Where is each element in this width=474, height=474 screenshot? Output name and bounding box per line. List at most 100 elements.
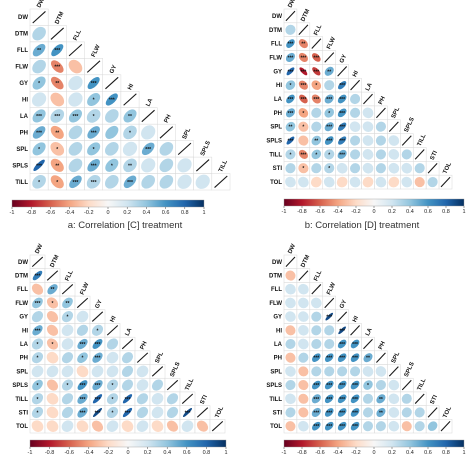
correlation-ellipse [363, 380, 373, 390]
significance-label: *** [80, 410, 86, 416]
column-label: TOL [443, 406, 454, 420]
significance-label: * [82, 356, 84, 362]
correlation-ellipse [311, 121, 322, 132]
correlation-ellipse [324, 353, 334, 363]
correlation-ellipse [414, 421, 425, 432]
row-label: SPL [16, 147, 28, 153]
significance-label: * [302, 111, 304, 117]
diagonal-mark [106, 325, 119, 336]
significance-label: *** [145, 147, 151, 153]
diagonal-mark [427, 163, 438, 174]
correlation-panel-3: DWDTMFLLFLWGYHILAPHSPLSPLSTILLSTITOLDWDT… [12, 243, 227, 456]
colorbar-tick-label: 0.4 [406, 209, 414, 215]
diagonal-mark [388, 121, 399, 132]
correlation-ellipse [31, 92, 47, 107]
correlation-ellipse [350, 394, 360, 404]
correlation-ellipse [122, 407, 133, 418]
correlation-ellipse [286, 136, 295, 145]
significance-label: *** [95, 410, 101, 416]
correlation-ellipse [312, 67, 321, 76]
significance-label: * [97, 328, 99, 334]
significance-label: *** [326, 356, 332, 362]
correlation-ellipse [338, 136, 347, 145]
correlation-ellipse [298, 420, 309, 432]
correlation-ellipse [285, 380, 296, 391]
colorbar-tick-label: -0.4 [84, 450, 93, 456]
correlation-ellipse [311, 163, 322, 174]
diagonal-mark [401, 379, 412, 391]
significance-label: *** [300, 55, 306, 61]
correlation-ellipse [136, 365, 149, 378]
correlation-ellipse [31, 406, 44, 419]
significance-label: * [112, 383, 114, 389]
colorbar-tick-label: 0.4 [406, 450, 414, 456]
column-label: SPLS [404, 117, 416, 134]
column-label: DTM [55, 11, 66, 25]
row-label: LA [274, 97, 283, 103]
correlation-ellipse [166, 420, 179, 432]
correlation-ellipse [141, 158, 156, 173]
colorbar-tick-label: 0.2 [388, 209, 396, 215]
colorbar-tick-label: -0.6 [46, 210, 55, 216]
column-label: TILL [417, 377, 428, 391]
colorbar-tick-label: 1 [224, 450, 227, 456]
correlation-ellipse [106, 338, 119, 350]
correlation-ellipse [324, 66, 334, 76]
correlation-ellipse [401, 421, 412, 432]
diagonal-mark [86, 60, 101, 73]
row-label: PH [20, 130, 28, 136]
significance-label: *** [109, 98, 115, 104]
correlation-ellipse [388, 420, 400, 432]
correlation-ellipse [324, 421, 334, 431]
correlation-ellipse [337, 149, 347, 159]
correlation-ellipse [31, 338, 44, 350]
correlation-ellipse [87, 159, 100, 172]
correlation-ellipse [136, 393, 149, 405]
colorbar-tick-label: -0.8 [26, 210, 35, 216]
significance-label: *** [339, 410, 345, 416]
correlation-ellipse [46, 324, 59, 336]
significance-label: *** [54, 65, 60, 71]
correlation-ellipse [338, 326, 346, 335]
correlation-ellipse [298, 352, 309, 363]
correlation-ellipse [388, 135, 400, 146]
correlation-ellipse [123, 109, 137, 123]
significance-label: *** [125, 397, 131, 403]
column-label: SPL [155, 351, 166, 364]
row-label: SPL [270, 125, 282, 131]
diagonal-mark [350, 325, 360, 336]
diagonal-mark [136, 352, 149, 363]
correlation-ellipse [33, 159, 45, 172]
row-label: STI [273, 166, 283, 172]
significance-label: ** [301, 42, 305, 48]
correlation-ellipse [77, 380, 88, 391]
correlation-ellipse [350, 421, 360, 431]
significance-label: *** [352, 342, 358, 348]
correlation-ellipse [86, 109, 101, 123]
significance-label: * [129, 130, 131, 136]
correlation-ellipse [46, 297, 59, 309]
row-label: TOL [270, 424, 282, 430]
colorbar-tick-label: -0.8 [297, 209, 306, 215]
correlation-ellipse [61, 352, 74, 364]
diagonal-mark [363, 338, 373, 350]
significance-label: ** [379, 410, 383, 416]
correlation-ellipse [285, 325, 296, 336]
significance-label: *** [127, 180, 133, 186]
correlation-ellipse [106, 406, 119, 419]
significance-label: *** [313, 356, 319, 362]
correlation-ellipse [77, 338, 88, 350]
diagonal-mark [414, 393, 425, 404]
row-label: HI [22, 98, 28, 104]
correlation-ellipse [299, 94, 308, 104]
significance-label: *** [326, 125, 332, 131]
correlation-ellipse [123, 175, 137, 189]
column-label: STI [430, 150, 440, 161]
colorbar-tick-label: 0.6 [162, 210, 170, 216]
correlation-ellipse [46, 338, 59, 350]
correlation-ellipse [106, 379, 119, 391]
correlation-ellipse [32, 26, 46, 41]
significance-label: *** [326, 139, 332, 145]
colorbar-tick-label: 0.8 [442, 450, 450, 456]
correlation-ellipse [323, 176, 335, 188]
